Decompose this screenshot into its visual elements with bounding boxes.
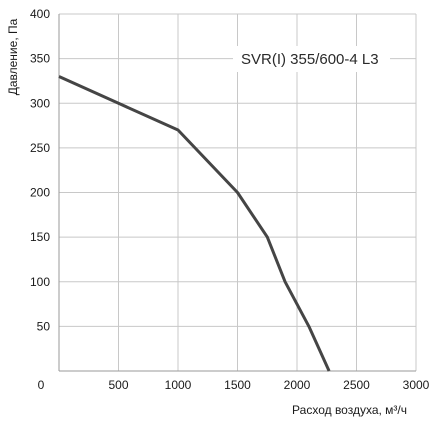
x-tick-label: 0 xyxy=(38,378,45,392)
model-label-box xyxy=(233,46,390,72)
y-tick-label: 350 xyxy=(30,52,50,66)
x-tick-label: 2500 xyxy=(343,378,370,392)
y-tick-label: 100 xyxy=(30,275,50,289)
x-tick-label: 500 xyxy=(108,378,128,392)
x-tick-label: 2000 xyxy=(284,378,311,392)
x-tick-label: 1500 xyxy=(224,378,251,392)
y-tick-label: 400 xyxy=(30,7,50,21)
x-tick-label: 1000 xyxy=(165,378,192,392)
y-tick-label: 150 xyxy=(30,230,50,244)
x-axis-label: Расход воздуха, м³/ч xyxy=(292,403,407,417)
y-tick-labels: 50 100 150 200 250 300 350 400 xyxy=(30,7,50,333)
y-axis-label: Давление, Па xyxy=(6,18,20,95)
model-label: SVR(I) 355/600-4 L3 xyxy=(241,51,379,68)
y-tick-label: 250 xyxy=(30,141,50,155)
y-tick-label: 50 xyxy=(37,319,51,333)
series-line xyxy=(58,75,331,372)
y-tick-label: 200 xyxy=(30,186,50,200)
y-tick-label: 300 xyxy=(30,96,50,110)
x-tick-label: 3000 xyxy=(403,378,430,392)
chart-series xyxy=(58,75,331,372)
x-tick-labels: 0 500 1000 1500 2000 2500 3000 xyxy=(38,378,430,392)
